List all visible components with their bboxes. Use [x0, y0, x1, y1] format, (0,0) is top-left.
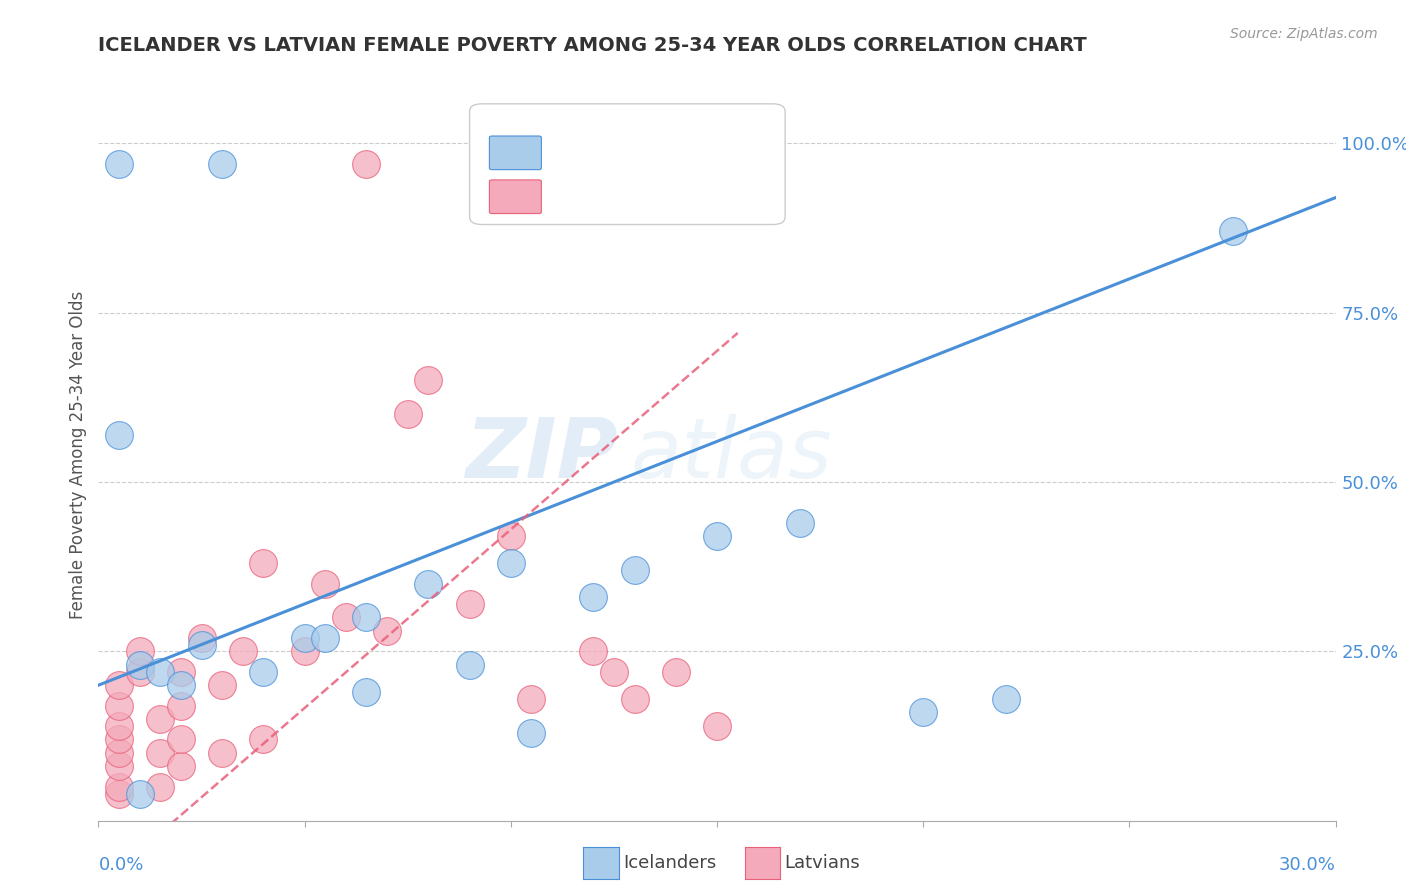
Point [128, 644, 150, 658]
Point [520, 691, 543, 706]
FancyBboxPatch shape [470, 103, 785, 225]
Point [108, 759, 131, 773]
Point [149, 746, 172, 760]
Point [190, 631, 212, 645]
Point [582, 590, 605, 604]
Point [108, 157, 131, 171]
Point [356, 157, 378, 171]
Point [499, 556, 522, 570]
Point [314, 576, 336, 591]
Point [211, 157, 233, 171]
Point [603, 665, 626, 679]
Point [706, 529, 728, 543]
Text: N = 24: N = 24 [655, 136, 718, 153]
Point [211, 678, 233, 692]
Point [458, 657, 481, 672]
Y-axis label: Female Poverty Among 25-34 Year Olds: Female Poverty Among 25-34 Year Olds [69, 291, 87, 619]
Point [128, 657, 150, 672]
Point [294, 631, 316, 645]
Point [252, 665, 274, 679]
Point [128, 787, 150, 801]
Point [356, 685, 378, 699]
Point [499, 529, 522, 543]
Point [335, 610, 357, 624]
Point [170, 732, 193, 747]
Point [520, 725, 543, 739]
Point [789, 516, 811, 530]
Point [108, 780, 131, 794]
Point [582, 644, 605, 658]
Text: ZIP: ZIP [465, 415, 619, 495]
Point [108, 427, 131, 442]
Point [190, 638, 212, 652]
Point [108, 698, 131, 713]
Text: R = 0.641: R = 0.641 [553, 179, 643, 198]
Point [912, 706, 935, 720]
Text: Source: ZipAtlas.com: Source: ZipAtlas.com [1230, 27, 1378, 41]
Point [149, 665, 172, 679]
Text: 30.0%: 30.0% [1279, 856, 1336, 874]
Point [418, 373, 440, 387]
Point [356, 610, 378, 624]
Text: 0.0%: 0.0% [98, 856, 143, 874]
Point [665, 665, 688, 679]
Point [396, 407, 419, 421]
Point [375, 624, 398, 638]
Point [994, 691, 1017, 706]
Point [418, 576, 440, 591]
Point [252, 556, 274, 570]
Point [252, 732, 274, 747]
Point [108, 732, 131, 747]
Point [211, 746, 233, 760]
Point [170, 678, 193, 692]
Point [623, 691, 645, 706]
Text: N = 38: N = 38 [655, 179, 718, 198]
Point [108, 787, 131, 801]
Point [108, 678, 131, 692]
Point [108, 746, 131, 760]
Text: ICELANDER VS LATVIAN FEMALE POVERTY AMONG 25-34 YEAR OLDS CORRELATION CHART: ICELANDER VS LATVIAN FEMALE POVERTY AMON… [98, 36, 1087, 54]
Text: R = 0.427: R = 0.427 [553, 136, 643, 153]
Text: atlas: atlas [630, 415, 832, 495]
Point [314, 631, 336, 645]
Point [128, 665, 150, 679]
Point [294, 644, 316, 658]
Point [108, 719, 131, 733]
FancyBboxPatch shape [489, 136, 541, 169]
Text: Latvians: Latvians [785, 854, 860, 871]
Point [149, 780, 172, 794]
Point [458, 597, 481, 611]
Point [623, 563, 645, 577]
FancyBboxPatch shape [489, 180, 541, 213]
Point [170, 698, 193, 713]
Point [232, 644, 254, 658]
Point [706, 719, 728, 733]
Text: Icelanders: Icelanders [623, 854, 716, 871]
Point [149, 712, 172, 726]
Point [1222, 224, 1244, 238]
Point [170, 665, 193, 679]
Point [170, 759, 193, 773]
